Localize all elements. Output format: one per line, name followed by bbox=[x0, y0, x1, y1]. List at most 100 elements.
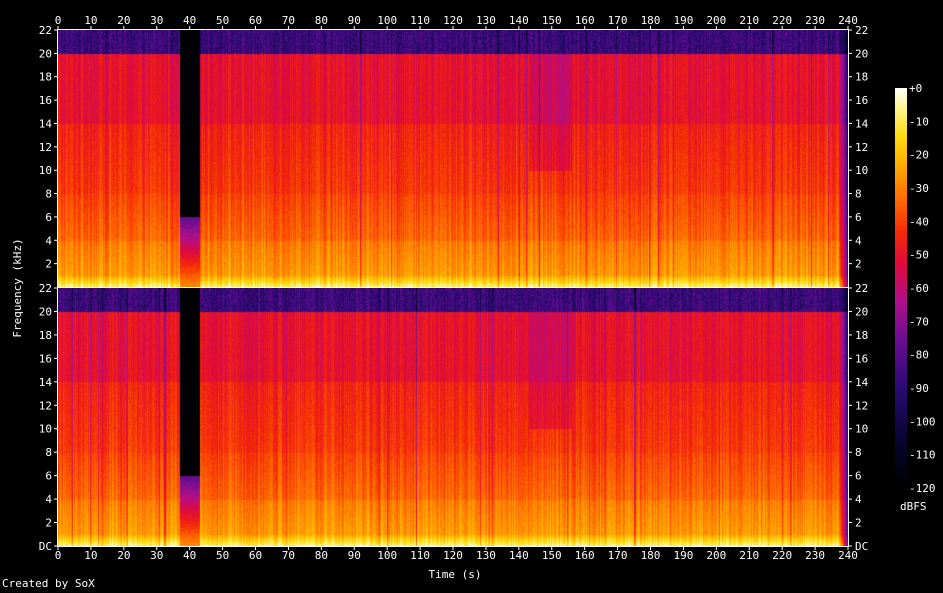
x-tick-label-bottom: 100 bbox=[377, 549, 397, 562]
x-tick-label-top: 170 bbox=[608, 14, 628, 27]
y-tick-label-left-top: 6 bbox=[45, 211, 52, 224]
x-tick-label-top: 200 bbox=[706, 14, 726, 27]
colorbar-tick-label: -120 bbox=[909, 482, 936, 495]
y-tick-label-left-top: 12 bbox=[39, 141, 52, 154]
x-tick-label-bottom: 150 bbox=[542, 549, 562, 562]
x-tick-label-bottom: 10 bbox=[84, 549, 97, 562]
colorbar-tick-label: -30 bbox=[909, 182, 929, 195]
x-tick-label-bottom: 130 bbox=[476, 549, 496, 562]
spectrogram-channel-bottom bbox=[58, 288, 848, 546]
y-tick-label-right-top: 22 bbox=[855, 24, 868, 37]
x-tick-label-top: 10 bbox=[84, 14, 97, 27]
y-tick-label-left-bottom: 10 bbox=[39, 423, 52, 436]
y-tick-label-right-top: 2 bbox=[855, 258, 862, 271]
y-tick-label-left-top: 20 bbox=[39, 47, 52, 60]
x-tick-label-top: 220 bbox=[772, 14, 792, 27]
colorbar-tick-label: -80 bbox=[909, 349, 929, 362]
y-tick-label-right-top: 14 bbox=[855, 117, 869, 130]
y-tick-label-left-bottom: 12 bbox=[39, 399, 52, 412]
y-tick-label-left-bottom: 18 bbox=[39, 329, 52, 342]
spectrogram-channel-top bbox=[58, 30, 848, 287]
x-tick-label-bottom: 240 bbox=[838, 549, 858, 562]
y-tick-label-right-top: 4 bbox=[855, 234, 862, 247]
y-tick-label-left-top: 16 bbox=[39, 94, 52, 107]
x-tick-label-top: 40 bbox=[183, 14, 196, 27]
x-tick-label-bottom: 190 bbox=[673, 549, 693, 562]
y-tick-label-right-bottom: 6 bbox=[855, 470, 862, 483]
x-tick-label-bottom: 50 bbox=[216, 549, 229, 562]
y-tick-label-left-bottom: 20 bbox=[39, 305, 52, 318]
x-tick-label-bottom: 220 bbox=[772, 549, 792, 562]
x-tick-label-bottom: 60 bbox=[249, 549, 262, 562]
x-tick-label-top: 90 bbox=[348, 14, 361, 27]
x-tick-label-bottom: 180 bbox=[641, 549, 661, 562]
y-tick-label-right-top: 10 bbox=[855, 164, 868, 177]
y-tick-label-right-top: 12 bbox=[855, 141, 868, 154]
y-tick-label-right-bottom: DC bbox=[855, 540, 868, 553]
x-tick-label-bottom: 160 bbox=[575, 549, 595, 562]
x-tick-label-top: 180 bbox=[641, 14, 661, 27]
y-tick-label-left-bottom: DC bbox=[39, 540, 52, 553]
y-tick-label-right-bottom: 4 bbox=[855, 493, 862, 506]
x-tick-label-top: 100 bbox=[377, 14, 397, 27]
y-tick-label-left-bottom: 16 bbox=[39, 352, 52, 365]
x-tick-label-bottom: 230 bbox=[805, 549, 825, 562]
y-tick-label-right-top: 16 bbox=[855, 94, 868, 107]
y-tick-label-right-top: 8 bbox=[855, 188, 862, 201]
colorbar-tick-label: -50 bbox=[909, 249, 929, 262]
x-tick-label-bottom: 0 bbox=[55, 549, 62, 562]
colorbar-tick-label: -10 bbox=[909, 115, 929, 128]
x-tick-label-bottom: 110 bbox=[410, 549, 430, 562]
x-tick-label-bottom: 40 bbox=[183, 549, 196, 562]
x-tick-label-top: 50 bbox=[216, 14, 229, 27]
x-tick-label-top: 230 bbox=[805, 14, 825, 27]
y-tick-label-right-top: 18 bbox=[855, 71, 868, 84]
colorbar-tick-label: -100 bbox=[909, 415, 936, 428]
x-tick-label-bottom: 210 bbox=[739, 549, 759, 562]
x-tick-label-top: 0 bbox=[55, 14, 62, 27]
y-tick-label-left-bottom: 6 bbox=[45, 470, 52, 483]
colorbar-label: dBFS bbox=[900, 500, 927, 513]
x-tick-label-bottom: 30 bbox=[150, 549, 163, 562]
x-tick-label-top: 150 bbox=[542, 14, 562, 27]
y-tick-label-right-bottom: 14 bbox=[855, 376, 869, 389]
x-tick-label-bottom: 70 bbox=[282, 549, 295, 562]
x-tick-label-top: 140 bbox=[509, 14, 529, 27]
x-tick-label-top: 190 bbox=[673, 14, 693, 27]
x-tick-label-top: 20 bbox=[117, 14, 130, 27]
y-tick-label-right-top: 20 bbox=[855, 47, 868, 60]
y-tick-label-right-bottom: 10 bbox=[855, 423, 868, 436]
y-tick-label-right-bottom: 16 bbox=[855, 352, 868, 365]
colorbar-tick-label: -90 bbox=[909, 382, 929, 395]
x-axis-label: Time (s) bbox=[429, 568, 482, 581]
y-tick-label-right-bottom: 2 bbox=[855, 517, 862, 530]
x-tick-label-top: 110 bbox=[410, 14, 430, 27]
y-tick-label-left-top: 8 bbox=[45, 188, 52, 201]
x-tick-label-top: 160 bbox=[575, 14, 595, 27]
x-tick-label-top: 80 bbox=[315, 14, 328, 27]
x-tick-label-top: 210 bbox=[739, 14, 759, 27]
y-tick-label-left-top: 18 bbox=[39, 71, 52, 84]
y-tick-label-left-top: 4 bbox=[45, 234, 52, 247]
x-tick-label-top: 70 bbox=[282, 14, 295, 27]
x-tick-label-top: 240 bbox=[838, 14, 858, 27]
y-tick-label-left-bottom: 14 bbox=[39, 376, 53, 389]
x-tick-label-top: 130 bbox=[476, 14, 496, 27]
y-tick-label-left-top: 14 bbox=[39, 117, 53, 130]
x-tick-label-top: 120 bbox=[443, 14, 463, 27]
y-tick-label-right-top: 6 bbox=[855, 211, 862, 224]
x-tick-label-top: 60 bbox=[249, 14, 262, 27]
y-axis-label: Frequency (kHz) bbox=[11, 238, 24, 337]
y-tick-label-right-bottom: 12 bbox=[855, 399, 868, 412]
x-tick-label-bottom: 120 bbox=[443, 549, 463, 562]
y-tick-label-left-bottom: 8 bbox=[45, 446, 52, 459]
colorbar-tick-label: -110 bbox=[909, 449, 936, 462]
y-tick-label-left-bottom: 22 bbox=[39, 282, 52, 295]
y-tick-label-right-bottom: 18 bbox=[855, 329, 868, 342]
x-tick-label-bottom: 170 bbox=[608, 549, 628, 562]
credit-text: Created by SoX bbox=[2, 577, 95, 590]
colorbar-tick-label: +0 bbox=[909, 82, 922, 95]
y-tick-label-right-bottom: 20 bbox=[855, 305, 868, 318]
colorbar bbox=[895, 88, 907, 488]
